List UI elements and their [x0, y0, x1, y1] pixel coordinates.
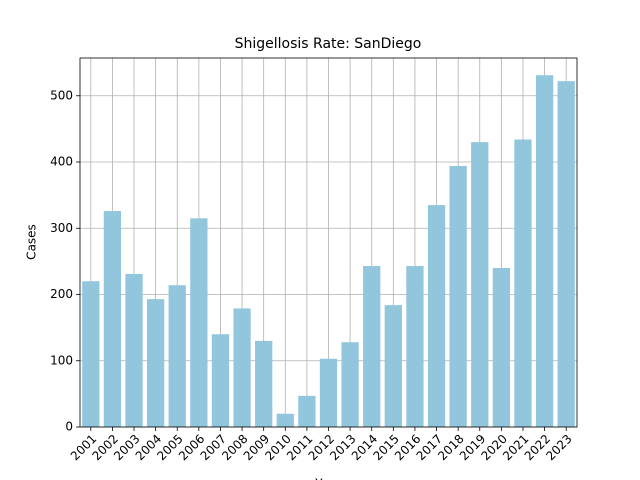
y-tick-label: 400 — [50, 155, 73, 169]
bar — [190, 218, 208, 427]
bar — [211, 334, 230, 427]
bar — [514, 139, 532, 427]
chart-title: Shigellosis Rate: SanDiego — [235, 36, 422, 52]
bar — [168, 285, 186, 427]
bar — [233, 308, 251, 427]
bar — [255, 340, 273, 427]
y-tick-label: 100 — [50, 353, 73, 367]
bar — [125, 273, 143, 427]
bar — [449, 165, 467, 428]
bars — [82, 75, 575, 428]
y-tick-label: 500 — [50, 88, 73, 102]
bar — [492, 268, 511, 427]
bar — [276, 413, 294, 427]
x-tick-label: 2023 — [543, 432, 574, 463]
y-axis-label: Cases — [25, 224, 39, 260]
bar — [146, 299, 165, 427]
bar — [406, 266, 424, 427]
y-tick-label: 200 — [50, 287, 73, 301]
bar — [103, 211, 122, 427]
bar — [427, 205, 446, 427]
bar — [535, 75, 554, 427]
x-axis-label: Year — [314, 477, 340, 480]
bar — [82, 281, 100, 427]
bar — [384, 305, 402, 427]
plot-frame — [79, 57, 578, 428]
bar — [557, 81, 575, 428]
bar — [471, 142, 489, 427]
y-tick-label: 0 — [65, 420, 73, 434]
bar — [298, 395, 316, 427]
bar — [319, 358, 338, 427]
bar — [363, 266, 381, 427]
y-tick-label: 300 — [50, 221, 73, 235]
bar — [341, 342, 359, 427]
